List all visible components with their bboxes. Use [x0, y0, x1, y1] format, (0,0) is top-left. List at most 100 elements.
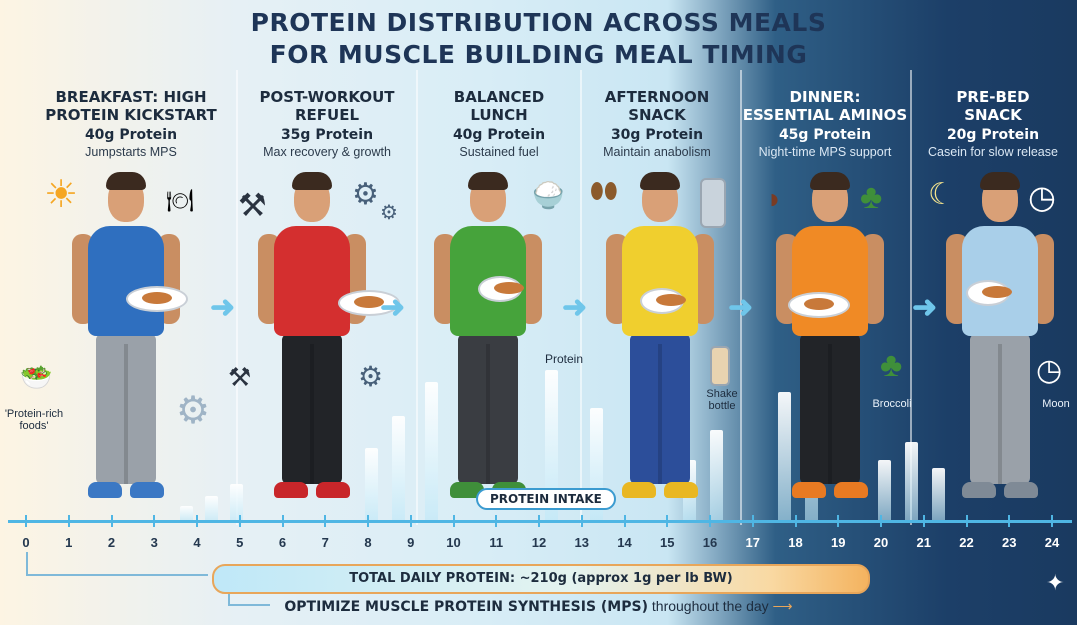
timeline-hour-label: 20: [873, 535, 889, 550]
sparkle-icon: ✦: [1046, 570, 1065, 595]
panel-divider: [580, 70, 582, 525]
shoe-icon: [316, 482, 350, 498]
shirt-icon: [274, 226, 350, 336]
timeline-hour-label: 9: [407, 535, 415, 550]
timeline-hour-label: 15: [660, 535, 675, 550]
pants-icon: [970, 334, 1030, 484]
clock-icon: ◷: [1028, 179, 1056, 215]
timeline-tick: [67, 515, 70, 527]
meal-title: PRE-BED SNACK: [956, 88, 1030, 124]
timeline-tick: [623, 515, 626, 527]
timeline-tick: [452, 515, 455, 527]
pants-icon: [630, 334, 690, 484]
shoe-icon: [664, 482, 698, 498]
shoe-icon: [130, 482, 164, 498]
flow-arrow-icon: ➜: [380, 291, 406, 324]
meal-header-afternoon-snack: AFTERNOON SNACK 30g Protein Maintain ana…: [568, 88, 746, 159]
timeline-tick: [666, 515, 669, 527]
moon-label: Moon: [1042, 398, 1070, 410]
pants-icon: [282, 334, 342, 484]
meal-header-lunch: BALANCED LUNCH 40g Protein Sustained fue…: [410, 88, 588, 159]
timeline-bracket: [26, 552, 208, 576]
chicken-plate: [338, 290, 400, 316]
timeline-tick: [794, 515, 797, 527]
timeline-hour-label: 21: [916, 535, 931, 550]
protein-intake-badge: PROTEIN INTAKE: [476, 488, 616, 510]
timeline-tick: [1051, 515, 1053, 527]
protein-bar: [932, 468, 945, 520]
sun-icon: ☀: [44, 174, 79, 216]
steak-plate: [788, 292, 850, 318]
hair: [980, 172, 1020, 190]
timeline-hour-label: 14: [617, 535, 632, 550]
pants-icon: [96, 334, 156, 484]
shirt-icon: [622, 226, 698, 336]
meal-protein-amount: 40g Protein: [84, 127, 178, 143]
meal-note: Max recovery & growth: [263, 145, 391, 159]
timeline-tick: [922, 515, 925, 527]
shirt-icon: [88, 226, 164, 336]
hair: [810, 172, 850, 190]
protein-bar: [365, 448, 378, 520]
meal-header-pre-bed: PRE-BED SNACK 20g Protein Casein for slo…: [904, 88, 1077, 159]
hair: [106, 172, 146, 190]
shoe-icon: [622, 482, 656, 498]
panel-divider: [740, 70, 742, 525]
person-breakfast: [66, 168, 186, 518]
timeline-hour-label: 5: [236, 535, 244, 550]
meal-note: Maintain anabolism: [603, 145, 711, 159]
panel-divider: [910, 70, 912, 525]
timeline-hour-label: 11: [489, 535, 504, 550]
shoe-icon: [88, 482, 122, 498]
timeline-tick: [238, 515, 241, 527]
timeline-bracket: [228, 594, 270, 606]
total-daily-protein-banner: TOTAL DAILY PROTEIN: ~210g (approx 1g pe…: [212, 564, 870, 594]
meal-header-post-workout: POST-WORKOUT REFUEL 35g Protein Max reco…: [238, 88, 416, 159]
timeline-hour-label: 19: [831, 535, 846, 550]
shoe-icon: [1004, 482, 1038, 498]
arrow-right-icon: ⟶: [772, 598, 793, 614]
shoe-icon: [274, 482, 308, 498]
timeline-hour-label: 22: [959, 535, 974, 550]
shirt-icon: [792, 226, 868, 336]
pants-icon: [458, 334, 518, 484]
meal-header-dinner: DINNER: ESSENTIAL AMINOS 45g Protein Nig…: [736, 88, 914, 159]
timeline-tick: [837, 515, 840, 527]
timeline-tick: [25, 515, 27, 527]
timeline-tick: [751, 515, 754, 527]
steak-icon: ◗: [766, 183, 783, 214]
food-plate-icon: 🍽: [166, 188, 194, 213]
dumbbell-icon: ⚒: [228, 362, 252, 392]
meal-title: BREAKFAST: HIGH PROTEIN KICKSTART: [45, 88, 217, 124]
hair: [468, 172, 508, 190]
meal-title: BALANCED LUNCH: [453, 88, 545, 124]
meal-title: DINNER: ESSENTIAL AMINOS: [742, 88, 908, 124]
rice-bowl-icon: 🍚: [532, 180, 565, 210]
moon-icon: ☾: [928, 178, 955, 211]
shake-bottle-label: Shake bottle: [706, 388, 738, 412]
flow-arrow-icon: ➜: [912, 291, 938, 324]
timeline-hour-label: 0: [22, 535, 30, 550]
page-title-line1: PROTEIN DISTRIBUTION ACROSS MEALS: [250, 8, 827, 37]
meal-title: POST-WORKOUT REFUEL: [259, 88, 395, 124]
optimize-mps-caption: OPTIMIZE MUSCLE PROTEIN SYNTHESIS (MPS) …: [0, 598, 1077, 615]
flow-arrow-icon: ➜: [728, 291, 754, 324]
timeline-tick: [281, 515, 284, 527]
meal-protein-amount: 45g Protein: [778, 127, 872, 143]
optimize-rest: throughout the day: [648, 598, 769, 614]
protein-rich-foods-label: 'Protein-rich foods': [4, 408, 64, 432]
broccoli-icon: ♣: [860, 178, 883, 216]
timeline-hour-label: 10: [446, 535, 461, 550]
timeline-tick: [709, 515, 711, 527]
gear-icon: ⚙: [176, 390, 211, 432]
protein-bar: [425, 382, 438, 520]
protein-bar: [878, 460, 891, 520]
casein-bowl: [966, 280, 1012, 306]
protein-bar: [545, 370, 558, 520]
timeline-tick: [880, 515, 882, 527]
timeline-hour-label: 2: [107, 535, 116, 550]
hair: [292, 172, 332, 190]
almonds-icon: ⬮⬮: [590, 178, 618, 203]
protein-foods-icon: 🥗: [20, 362, 53, 392]
meal-note: Sustained fuel: [459, 145, 539, 159]
